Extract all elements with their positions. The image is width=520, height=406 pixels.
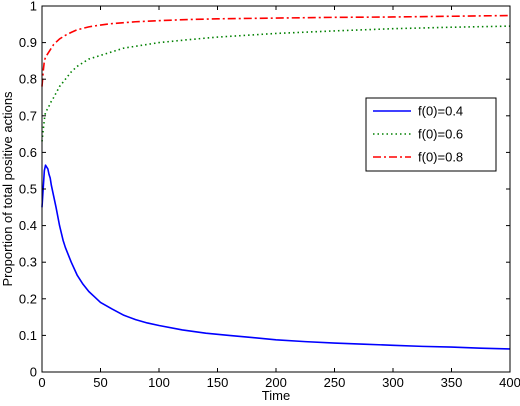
chart-legend: f(0)=0.4 f(0)=0.6 f(0)=0.8 <box>365 97 497 172</box>
x-tick-label: 300 <box>382 375 404 390</box>
legend-label-2: f(0)=0.8 <box>418 150 463 165</box>
y-tick-label: 0.4 <box>19 218 37 233</box>
series-line-2 <box>41 14 511 87</box>
plot-area-frame <box>41 5 511 373</box>
y-tick-label: 0.7 <box>19 108 37 123</box>
series-line-0 <box>41 164 511 350</box>
y-tick-label: 0.5 <box>19 182 37 197</box>
series-line-1 <box>41 25 511 142</box>
y-tick-label: 0.9 <box>19 35 37 50</box>
y-tick-label: 1 <box>30 0 37 14</box>
x-tick-label: 100 <box>148 375 170 390</box>
axis-ticks: 0 50 100 150 200 250 300 350 400 0 0.1 0.2 0.3 0.4 0.5… <box>19 0 520 390</box>
y-tick-label: 0.6 <box>19 145 37 160</box>
y-tick-label: 0 <box>30 365 37 380</box>
x-tick-label: 250 <box>324 375 346 390</box>
y-axis-label: Proportion of total positive actions <box>0 91 15 287</box>
y-tick-label: 0.1 <box>19 328 37 343</box>
x-tick-label: 400 <box>499 375 520 390</box>
x-tick-label: 150 <box>207 375 229 390</box>
legend-label-0: f(0)=0.4 <box>418 104 463 119</box>
legend-label-1: f(0)=0.6 <box>418 127 463 142</box>
x-tick-label: 200 <box>265 375 287 390</box>
x-tick-label: 50 <box>93 375 107 390</box>
y-tick-label: 0.3 <box>19 255 37 270</box>
series-layer <box>41 14 511 350</box>
x-axis-label: Time <box>262 388 290 403</box>
x-tick-label: 350 <box>441 375 463 390</box>
y-tick-label: 0.8 <box>19 72 37 87</box>
x-tick-label: 0 <box>38 375 45 390</box>
y-tick-label: 0.2 <box>19 291 37 306</box>
